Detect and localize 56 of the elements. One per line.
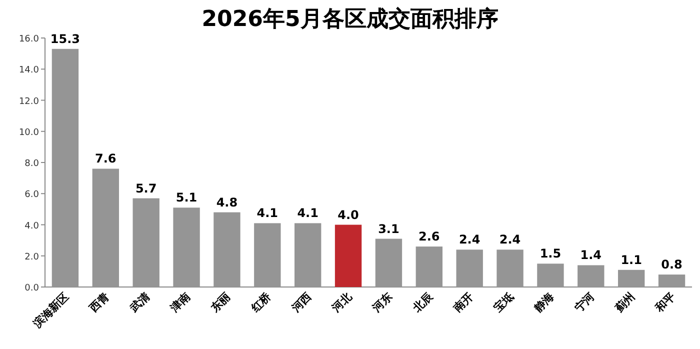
data-label: 2.4 bbox=[499, 232, 521, 247]
data-label: 0.8 bbox=[661, 258, 682, 272]
bar bbox=[173, 208, 200, 287]
x-tick-label: 河西 bbox=[288, 290, 314, 316]
chart-title: 2026年5月各区成交面积排序 bbox=[202, 6, 498, 32]
data-label: 4.8 bbox=[216, 195, 238, 210]
data-label: 4.1 bbox=[256, 206, 278, 220]
y-tick-label: 6.0 bbox=[24, 190, 40, 200]
x-tick-label: 宁河 bbox=[572, 290, 598, 315]
bar bbox=[214, 212, 240, 287]
x-tick-label: 津南 bbox=[167, 290, 193, 316]
data-label: 5.7 bbox=[135, 181, 157, 196]
y-tick-label: 14.0 bbox=[18, 66, 40, 76]
y-tick-label: 8.0 bbox=[24, 159, 40, 169]
bar bbox=[416, 246, 442, 287]
x-tick-label: 和平 bbox=[652, 290, 678, 316]
x-tick-label: 西青 bbox=[86, 290, 112, 316]
bar bbox=[456, 250, 483, 287]
x-tick-label: 南开 bbox=[450, 290, 476, 316]
data-label: 1.5 bbox=[540, 246, 562, 261]
data-label: 15.3 bbox=[50, 32, 80, 46]
bar bbox=[658, 274, 686, 287]
bar bbox=[578, 265, 604, 287]
bar bbox=[537, 264, 564, 287]
x-tick-label: 河东 bbox=[369, 290, 395, 316]
data-label: 2.4 bbox=[458, 232, 480, 247]
x-tick-label: 红桥 bbox=[248, 289, 274, 316]
x-tick-label: 静海 bbox=[531, 290, 557, 316]
x-tick-label: 宝坻 bbox=[491, 290, 516, 315]
bar bbox=[618, 270, 645, 287]
x-tick-label: 北辰 bbox=[410, 289, 436, 316]
data-label: 1.1 bbox=[620, 252, 642, 267]
x-tick-label: 蓟州 bbox=[612, 290, 638, 316]
data-label: 4.1 bbox=[297, 206, 318, 220]
bar bbox=[92, 168, 119, 287]
data-label: 7.6 bbox=[95, 152, 116, 166]
y-tick-label: 16.0 bbox=[18, 34, 40, 44]
bar bbox=[132, 198, 160, 287]
bar bbox=[294, 223, 322, 287]
bar bbox=[496, 250, 524, 287]
bar bbox=[334, 224, 362, 287]
data-label: 4.0 bbox=[338, 208, 359, 222]
data-label: 2.6 bbox=[418, 230, 440, 244]
x-tick-label: 河北 bbox=[328, 289, 356, 316]
data-label: 1.4 bbox=[580, 248, 602, 262]
data-label: 3.1 bbox=[378, 222, 400, 236]
data-label: 5.1 bbox=[176, 190, 198, 205]
y-tick-label: 10.0 bbox=[18, 128, 40, 138]
y-tick-label: 2.0 bbox=[24, 252, 40, 262]
y-tick-label: 12.0 bbox=[18, 96, 40, 107]
x-tick-label: 武清 bbox=[126, 290, 152, 316]
y-tick-label: 4.0 bbox=[24, 221, 40, 232]
x-tick-label: 东丽 bbox=[208, 290, 234, 316]
bar bbox=[254, 223, 281, 287]
bar bbox=[375, 238, 402, 287]
bar bbox=[52, 48, 79, 287]
